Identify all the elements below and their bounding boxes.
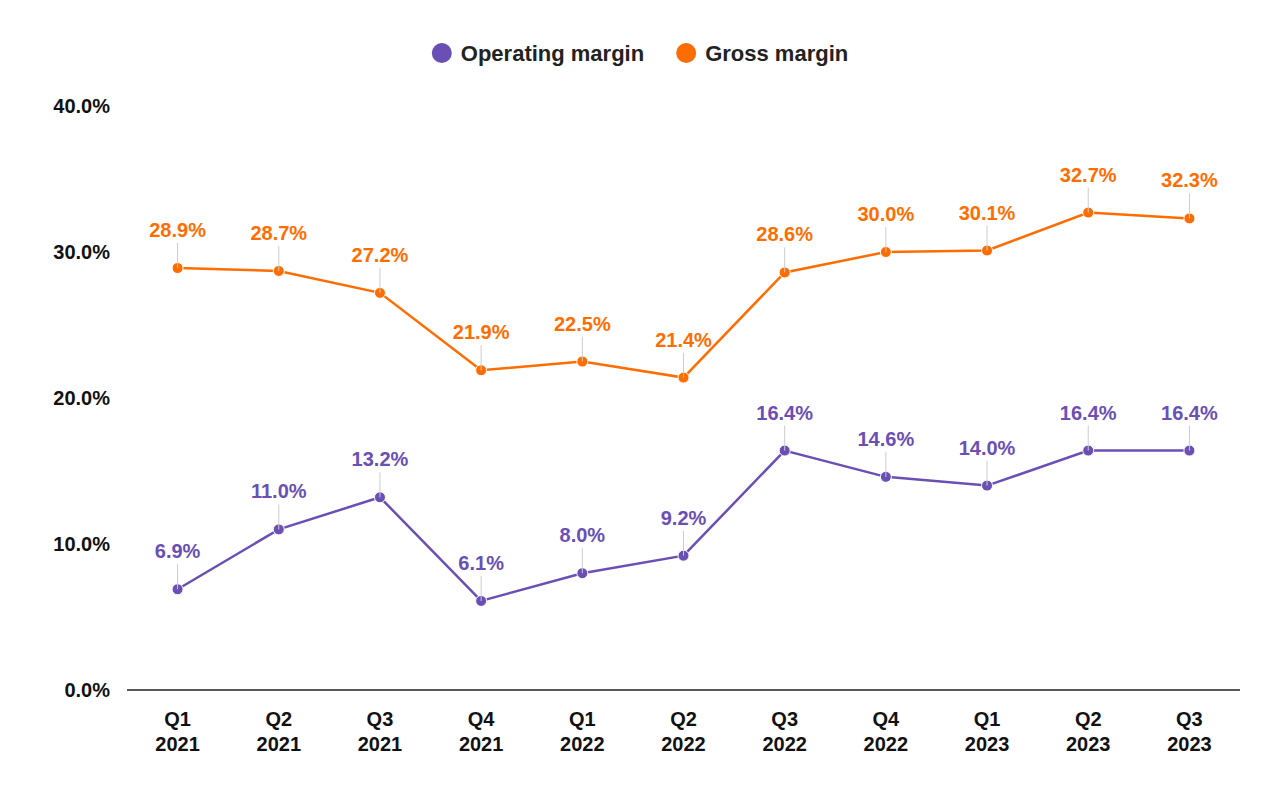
legend: Operating margin Gross margin	[432, 41, 848, 66]
leader-line	[885, 227, 886, 252]
leader-line	[177, 564, 178, 589]
data-label: 28.9%	[149, 219, 206, 241]
leader-line	[1088, 426, 1089, 451]
data-label: 16.4%	[1161, 402, 1218, 424]
data-label: 30.1%	[959, 202, 1016, 224]
data-label: 11.0%	[251, 480, 307, 502]
x-tick-label: Q4 2022	[864, 708, 909, 755]
x-tick-label: Q3 2021	[358, 708, 403, 755]
x-tick-label: Q2 2023	[1066, 708, 1111, 755]
leader-line	[278, 504, 279, 529]
x-tick-label-line: Q2	[265, 708, 292, 730]
data-label: 27.2%	[352, 244, 409, 266]
x-tick-label-line: Q1	[569, 708, 596, 730]
x-tick-label-line: 2021	[155, 733, 200, 755]
series-line	[178, 451, 1190, 601]
plot-area	[172, 207, 1195, 606]
legend-marker	[676, 43, 696, 63]
data-label: 6.1%	[458, 552, 504, 574]
x-tick-label-line: 2023	[1167, 733, 1212, 755]
x-tick-label: Q4 2021	[459, 708, 504, 755]
chart: 0.0% 10.0% 20.0% 30.0% 40.0% Q1 2021 Q2 2021 Q3 20…	[0, 0, 1280, 796]
data-label: 32.3%	[1161, 169, 1218, 191]
legend-label: Operating margin	[461, 41, 644, 66]
leader-line	[379, 268, 380, 293]
data-labels: 6.9% 11.0% 13.2% 6.1% 8.0% 9.2% 16.4% 14.6% 14.0…	[149, 164, 1218, 601]
x-tick-label-line: 2022	[560, 733, 605, 755]
leader-line	[481, 345, 482, 370]
x-tick-label-line: Q3	[1176, 708, 1203, 730]
y-tick-label: 40.0%	[53, 95, 110, 117]
leader-line	[1189, 193, 1190, 218]
y-tick	[123, 690, 127, 691]
y-tick	[123, 398, 127, 399]
leader-line	[885, 452, 886, 477]
data-label: 16.4%	[1060, 402, 1117, 424]
x-tick-label-line: 2023	[965, 733, 1010, 755]
x-tick-label-line: Q4	[873, 708, 901, 730]
leader-line	[987, 226, 988, 251]
x-tick-label-line: Q2	[1075, 708, 1102, 730]
x-tick-label: Q3 2022	[762, 708, 807, 755]
y-tick	[123, 106, 127, 107]
data-label: 14.0%	[959, 437, 1016, 459]
data-label: 9.2%	[661, 507, 707, 529]
x-tick-label: Q1 2023	[965, 708, 1010, 755]
x-tick-label: Q2 2021	[257, 708, 302, 755]
leader-line	[278, 246, 279, 271]
data-label: 14.6%	[858, 428, 915, 450]
leader-line	[379, 472, 380, 497]
x-tick-label-line: Q1	[974, 708, 1001, 730]
x-tick-label-line: Q1	[164, 708, 191, 730]
y-tick	[123, 252, 127, 253]
y-tick-label: 0.0%	[64, 679, 110, 701]
x-tick-label: Q3 2023	[1167, 708, 1212, 755]
leader-line	[582, 548, 583, 573]
x-tick-label-line: Q4	[468, 708, 496, 730]
leader-line	[683, 353, 684, 378]
data-label: 21.4%	[655, 329, 712, 351]
series-line	[178, 213, 1190, 378]
x-tick-label-line: 2023	[1066, 733, 1111, 755]
y-tick-label: 30.0%	[53, 241, 110, 263]
x-tick-label: Q1 2022	[560, 708, 605, 755]
x-axis	[127, 689, 1240, 691]
x-tick-label-line: 2022	[661, 733, 706, 755]
x-tick-label-line: 2021	[459, 733, 504, 755]
data-label: 16.4%	[756, 402, 813, 424]
leader-line	[177, 243, 178, 268]
x-tick-label-line: Q3	[367, 708, 394, 730]
x-tick-label-line: 2021	[358, 733, 403, 755]
data-label: 30.0%	[858, 203, 915, 225]
y-tick-label: 20.0%	[53, 387, 110, 409]
x-tick-label-line: 2022	[762, 733, 807, 755]
data-label: 8.0%	[560, 524, 606, 546]
leader-line	[1189, 426, 1190, 451]
leader-line	[987, 461, 988, 486]
data-label: 6.9%	[155, 540, 201, 562]
data-label: 28.6%	[756, 223, 813, 245]
data-label: 22.5%	[554, 313, 611, 335]
x-tick-label: Q2 2022	[661, 708, 706, 755]
data-label: 21.9%	[453, 321, 510, 343]
legend-marker	[432, 43, 452, 63]
y-tick	[123, 544, 127, 545]
leader-line	[1088, 188, 1089, 213]
x-tick-label-line: 2021	[257, 733, 302, 755]
leader-line	[683, 531, 684, 556]
x-tick-label-line: Q3	[771, 708, 798, 730]
data-label: 32.7%	[1060, 164, 1117, 186]
leader-line	[784, 426, 785, 451]
leader-line	[784, 247, 785, 272]
leader-line	[582, 337, 583, 362]
data-label: 13.2%	[352, 448, 409, 470]
data-label: 28.7%	[250, 222, 307, 244]
legend-label: Gross margin	[705, 41, 848, 66]
x-tick-label-line: 2022	[864, 733, 909, 755]
leader-line	[481, 576, 482, 601]
x-tick-label: Q1 2021	[155, 708, 200, 755]
x-tick-label-line: Q2	[670, 708, 697, 730]
y-tick-label: 10.0%	[53, 533, 110, 555]
